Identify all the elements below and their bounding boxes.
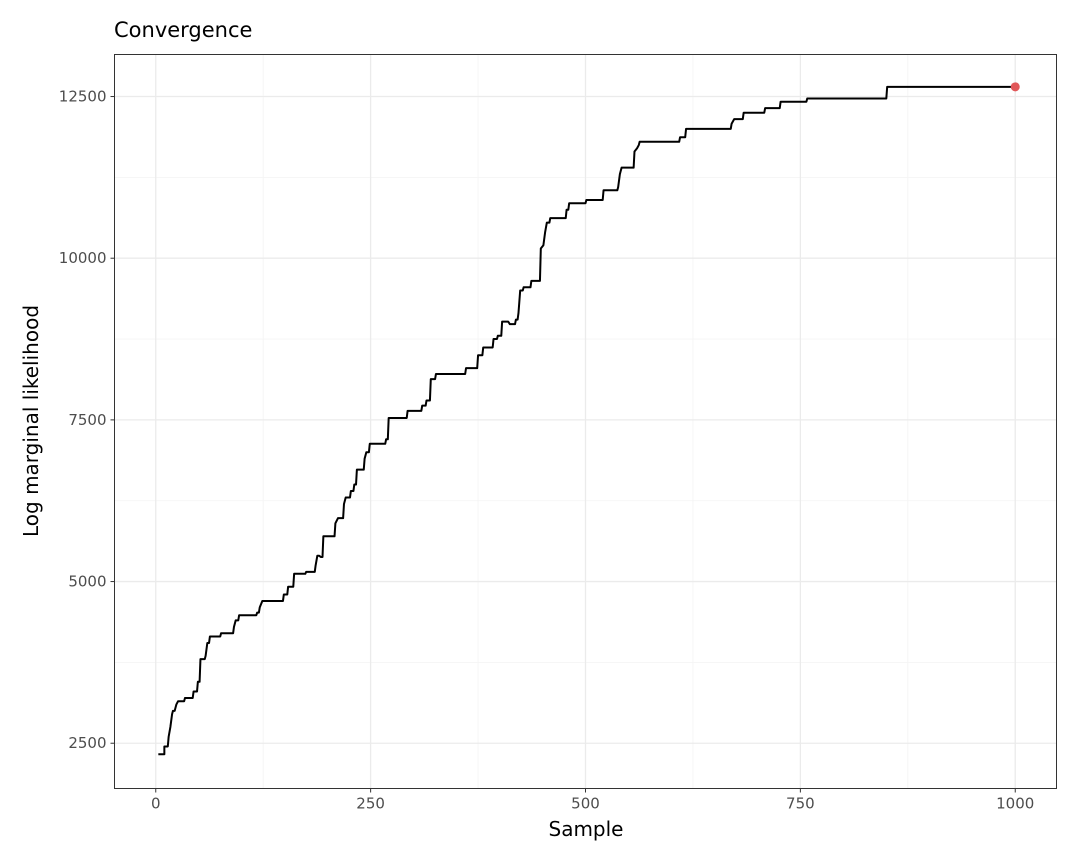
x-tick-label: 0 xyxy=(151,795,161,813)
y-tick-label: 2500 xyxy=(68,734,106,752)
y-tick-label: 7500 xyxy=(68,411,106,429)
x-tick-label: 500 xyxy=(571,795,600,813)
y-tick-label: 12500 xyxy=(59,88,107,106)
x-axis: 0 250 500 750 1000 xyxy=(151,788,1034,813)
y-axis-title: Log marginal likelihood xyxy=(19,305,43,537)
series-layer xyxy=(158,82,1020,756)
y-axis: 2500 5000 7500 10000 12500 xyxy=(59,88,115,752)
major-grid xyxy=(114,54,1057,789)
series-line-0 xyxy=(158,85,1016,756)
x-tick-label: 750 xyxy=(786,795,815,813)
x-tick-label: 1000 xyxy=(996,795,1034,813)
x-tick-label: 250 xyxy=(356,795,385,813)
x-axis-title: Sample xyxy=(549,817,624,841)
y-tick-label: 5000 xyxy=(68,573,106,591)
chart-title: Convergence xyxy=(114,18,252,42)
y-tick-label: 10000 xyxy=(59,249,107,267)
final-sample-point xyxy=(1010,82,1020,92)
